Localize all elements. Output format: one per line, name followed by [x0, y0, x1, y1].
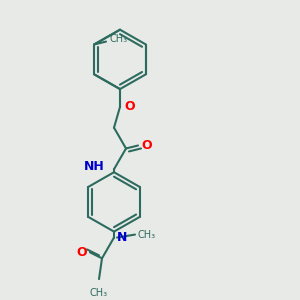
Text: CH₃: CH₃ [109, 34, 127, 44]
Text: O: O [76, 246, 87, 259]
Text: N: N [117, 231, 128, 244]
Text: NH: NH [84, 160, 105, 173]
Text: CH₃: CH₃ [138, 230, 156, 240]
Text: CH₃: CH₃ [90, 288, 108, 298]
Text: O: O [124, 100, 135, 113]
Text: O: O [141, 139, 152, 152]
